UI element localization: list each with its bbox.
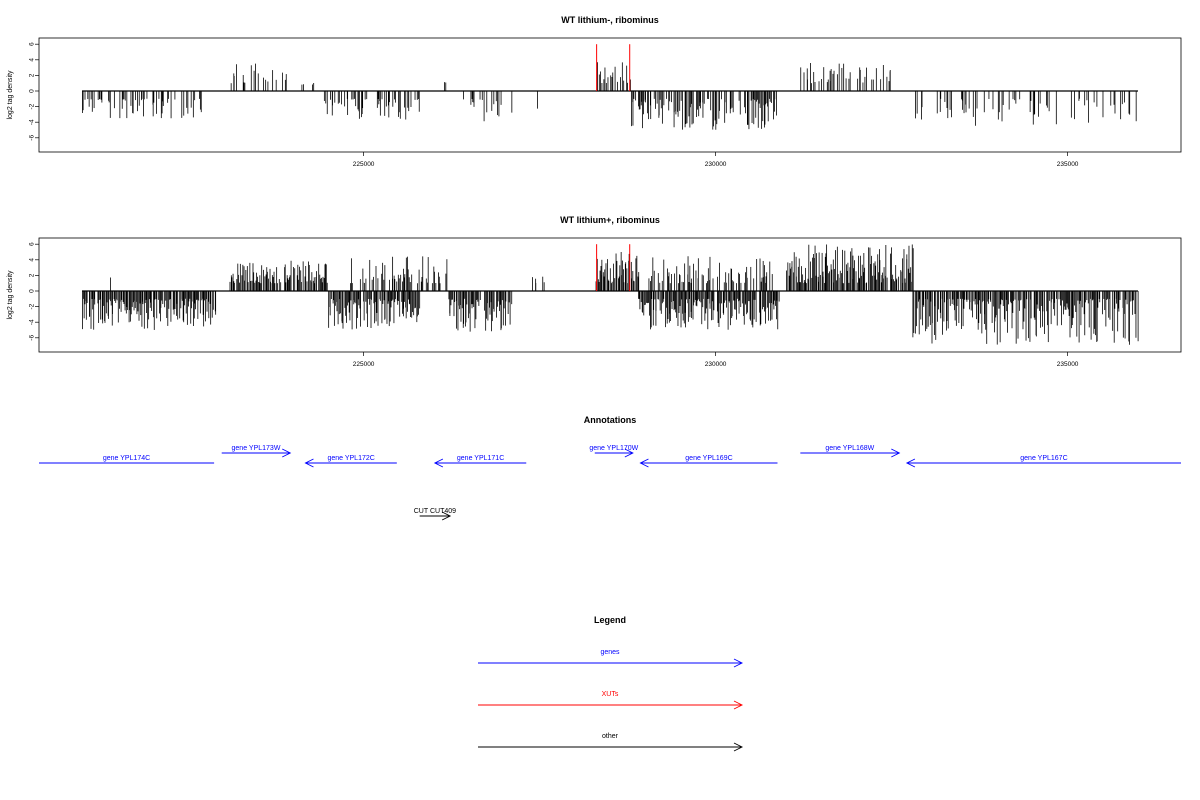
annotation-feature: gene YPL174C [39, 455, 215, 464]
feature-arrowhead [441, 511, 452, 521]
panel-2-bars [82, 244, 1139, 345]
feature-label: gene YPL168W [825, 445, 874, 452]
legend-arrowhead [733, 658, 744, 668]
x-tick-label: 230000 [705, 161, 727, 168]
panel-2-title: WT lithium+, ribominus [560, 215, 660, 225]
x-tick-label: 235000 [1057, 361, 1079, 368]
feature-arrowhead [891, 448, 901, 458]
legend-item: XUTs [478, 691, 744, 710]
y-tick-label: 2 [28, 73, 35, 77]
annotation-feature: gene YPL168W [800, 445, 901, 458]
y-tick-label: -2 [28, 303, 35, 309]
y-tick-label: -4 [28, 319, 35, 325]
legend-title: Legend [594, 615, 626, 625]
y-tick-label: 2 [28, 273, 35, 277]
x-tick-label: 225000 [353, 361, 375, 368]
y-tick-label: -4 [28, 119, 35, 125]
y-tick-label: -6 [28, 335, 35, 341]
y-tick-label: 4 [28, 258, 35, 262]
annotation-feature: gene YPL173W [221, 445, 292, 458]
y-tick-label: 0 [28, 289, 35, 293]
feature-label: gene YPL167C [1020, 455, 1067, 462]
x-tick-label: 225000 [353, 161, 375, 168]
panel-1-frame [38, 37, 1182, 153]
legend-label: XUTs [602, 691, 619, 698]
panel-2-ylabel: log2 tag density [7, 270, 14, 320]
panel-1-x-axis: 225000 230000 235000 [353, 152, 1079, 168]
feature-label: gene YPL173W [232, 445, 281, 452]
annotation-feature: gene YPL167C [905, 455, 1181, 468]
legend-item: other [478, 733, 744, 752]
panel-1-xut-marks [596, 44, 631, 91]
panel-wt-lithium-minus: WT lithium-, ribominus log2 tag density … [7, 15, 1182, 168]
legend-label: other [602, 733, 619, 740]
feature-arrowhead [282, 448, 292, 458]
panel-wt-lithium-plus: WT lithium+, ribominus log2 tag density … [7, 215, 1182, 368]
panel-1-title: WT lithium-, ribominus [561, 15, 659, 25]
legend-items: genes XUTs other [478, 649, 744, 752]
annotation-feature: CUT CUT409 [414, 508, 456, 521]
feature-label: CUT CUT409 [414, 508, 456, 515]
legend-item: genes [478, 649, 744, 668]
legend-label: genes [600, 649, 620, 656]
feature-label: gene YPL170W [589, 445, 638, 452]
y-tick-label: -2 [28, 103, 35, 109]
feature-label: gene YPL174C [103, 455, 150, 462]
panel-1-y-axis: 6 4 2 0 -2 -4 -6 [28, 42, 39, 141]
panel-2-x-axis: 225000 230000 235000 [353, 352, 1079, 368]
y-tick-label: 4 [28, 58, 35, 62]
annotation-feature: gene YPL171C [433, 455, 527, 468]
annotation-feature: gene YPL169C [639, 455, 778, 468]
annotations-title: Annotations [584, 415, 637, 425]
legend-panel: Legend genes XUTs other [478, 615, 744, 752]
panel-1-bars [81, 62, 1137, 130]
x-tick-label: 230000 [705, 361, 727, 368]
annotation-feature: gene YPL170W [589, 445, 639, 458]
feature-arrowhead [304, 458, 314, 468]
feature-arrowhead [433, 458, 444, 468]
panel-2-frame [38, 237, 1182, 353]
feature-arrowhead [624, 448, 634, 458]
panel-2-xut-marks [596, 244, 631, 291]
y-tick-label: 6 [28, 242, 35, 246]
legend-arrowhead [733, 700, 744, 710]
feature-arrowhead [639, 458, 649, 468]
feature-label: gene YPL172C [327, 455, 374, 462]
panel-1-ylabel: log2 tag density [7, 70, 14, 120]
feature-arrowhead [905, 458, 916, 468]
y-tick-label: -6 [28, 135, 35, 141]
feature-label: gene YPL171C [457, 455, 504, 462]
annotation-features: gene YPL174C gene YPL173W gene YPL172C gene… [39, 445, 1181, 521]
annotation-feature: gene YPL172C [304, 455, 397, 468]
y-tick-label: 6 [28, 42, 35, 46]
x-tick-label: 235000 [1057, 161, 1079, 168]
feature-label: gene YPL169C [685, 455, 732, 462]
legend-arrowhead [733, 742, 744, 752]
panel-2-y-axis: 6 4 2 0 -2 -4 -6 [28, 242, 39, 341]
y-tick-label: 0 [28, 89, 35, 93]
